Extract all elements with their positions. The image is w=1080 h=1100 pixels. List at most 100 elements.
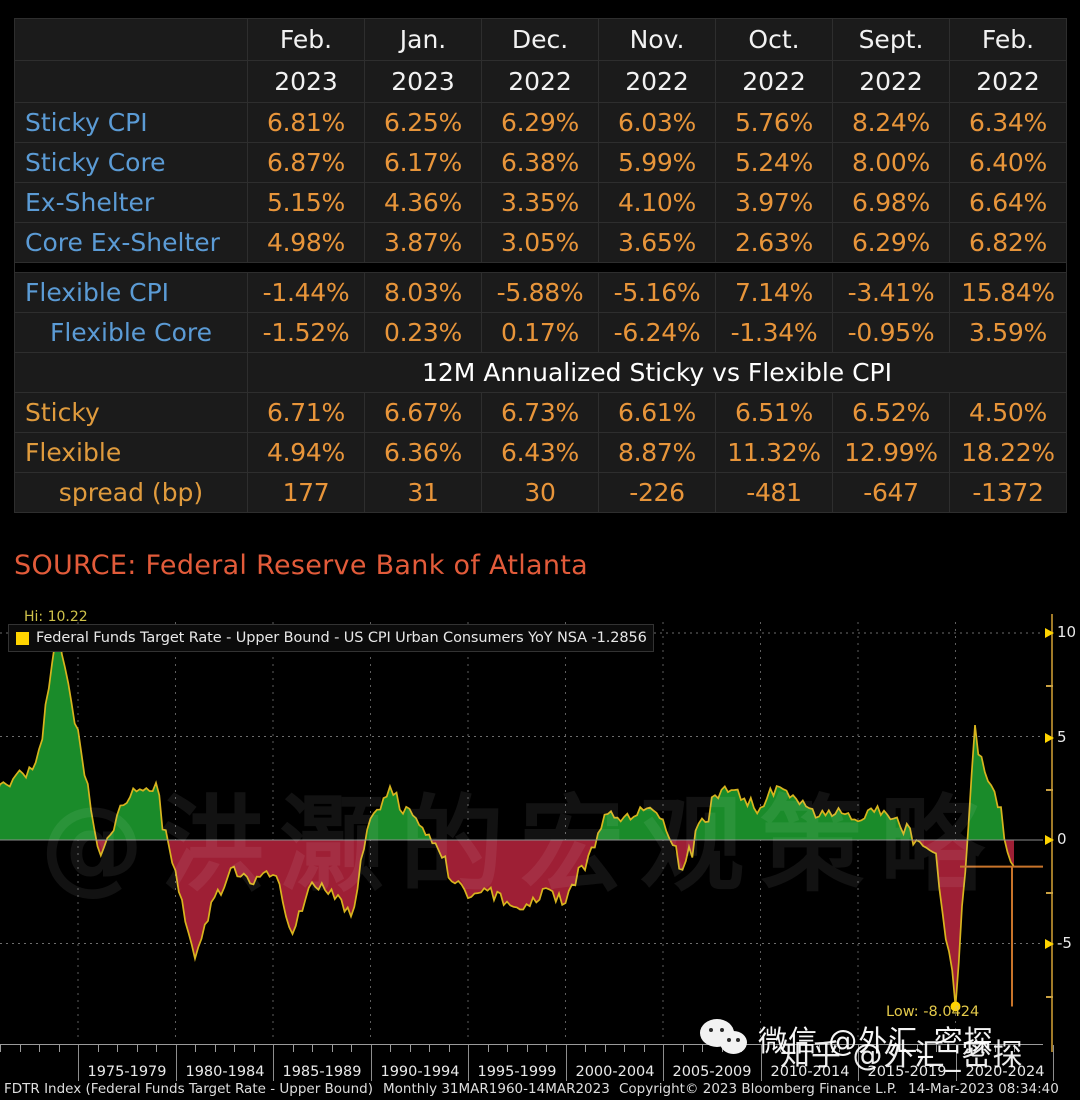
cell-flexible-cpi-5: -3.41%: [832, 272, 950, 313]
cell-sticky-cpi-1: 6.25%: [364, 102, 482, 143]
x-axis-tick-label: 2020-2024: [965, 1064, 1045, 1080]
x-axis-minor-tick: [585, 1045, 586, 1052]
x-axis-tick-label: 1975-1979: [87, 1064, 167, 1080]
cell-flexible-core-4: -1.34%: [715, 312, 833, 353]
cell-ex-shelter-3: 4.10%: [598, 182, 716, 223]
x-axis-minor-tick: [20, 1045, 21, 1052]
cell-sticky-cpi-4: 5.76%: [715, 102, 833, 143]
cell-flexible-cpi-4: 7.14%: [715, 272, 833, 313]
col-month-3: Nov.: [598, 18, 716, 61]
table-section-header-row: 12M Annualized Sticky vs Flexible CPI: [14, 352, 1067, 393]
cell-spread-0: 177: [247, 472, 365, 513]
x-axis-minor-tick: [0, 1045, 1, 1052]
chart-legend[interactable]: Federal Funds Target Rate - Upper Bound …: [8, 624, 654, 652]
header-corner-cell: [14, 18, 248, 61]
x-axis-minor-tick: [195, 1045, 196, 1052]
y-axis-tick-arrow-icon: [1045, 939, 1054, 949]
table-row: Sticky CPI 6.81% 6.25% 6.29% 6.03% 5.76%…: [14, 102, 1067, 143]
chart-high-annotation: Hi: 10.22: [24, 609, 88, 625]
x-axis-minor-tick: [351, 1045, 352, 1052]
cell-flexible-cpi-1: 8.03%: [364, 272, 482, 313]
x-axis-tick-label: 1995-1999: [477, 1064, 557, 1080]
row-label-flexible-cpi: Flexible CPI: [14, 272, 248, 313]
col-month-2: Dec.: [481, 18, 599, 61]
row-label-spread-bp: spread (bp): [14, 472, 248, 513]
section-blank-cell: [14, 352, 248, 393]
cell-sticky-cpi-2: 6.29%: [481, 102, 599, 143]
x-axis-major-divider: [78, 1045, 79, 1081]
x-axis-minor-tick: [98, 1045, 99, 1052]
table-header-month-row: Feb. Jan. Dec. Nov. Oct. Sept. Feb.: [14, 18, 1067, 61]
table-row: spread (bp) 177 31 30 -226 -481 -647 -13…: [14, 472, 1067, 513]
table-row: Flexible 4.94% 6.36% 6.43% 8.87% 11.32% …: [14, 432, 1067, 473]
header-corner-cell-2: [14, 60, 248, 103]
y-axis-minor-tick: [1046, 685, 1053, 687]
x-axis-minor-tick: [254, 1045, 255, 1052]
cell-spread-4: -481: [715, 472, 833, 513]
x-axis-minor-tick: [741, 1045, 742, 1052]
col-year-0: 2023: [247, 60, 365, 103]
cell-flexible-core-1: 0.23%: [364, 312, 482, 353]
x-axis-minor-tick: [234, 1045, 235, 1052]
x-axis-minor-tick: [293, 1045, 294, 1052]
x-axis-minor-tick: [839, 1045, 840, 1052]
x-axis-minor-tick: [780, 1045, 781, 1052]
cell-flexible-cpi-6: 15.84%: [949, 272, 1067, 313]
x-axis-minor-tick: [39, 1045, 40, 1052]
x-axis-minor-tick: [644, 1045, 645, 1052]
x-axis-minor-tick: [332, 1045, 333, 1052]
y-axis-tick-arrow-icon: [1045, 628, 1054, 638]
y-axis-minor-tick: [1046, 996, 1053, 998]
chart-plot-area[interactable]: [0, 622, 1043, 1040]
x-axis-minor-tick: [605, 1045, 606, 1052]
x-axis-minor-tick: [117, 1045, 118, 1052]
cell-flexible-core-6: 3.59%: [949, 312, 1067, 353]
cell-ann-flexible-0: 4.94%: [247, 432, 365, 473]
x-axis-major-divider: [566, 1045, 567, 1081]
x-axis-minor-tick: [722, 1045, 723, 1052]
x-axis-major-divider: [956, 1045, 957, 1081]
cell-sticky-cpi-5: 8.24%: [832, 102, 950, 143]
table-spacer-row: [14, 262, 1067, 273]
row-label-ex-shelter: Ex-Shelter: [14, 182, 248, 223]
x-axis-minor-tick: [390, 1045, 391, 1052]
x-axis-tick-label: 1990-1994: [380, 1064, 460, 1080]
col-year-1: 2023: [364, 60, 482, 103]
cell-sticky-core-1: 6.17%: [364, 142, 482, 183]
x-axis-major-divider: [468, 1045, 469, 1081]
cell-sticky-core-3: 5.99%: [598, 142, 716, 183]
cell-sticky-cpi-3: 6.03%: [598, 102, 716, 143]
cell-flexible-cpi-3: -5.16%: [598, 272, 716, 313]
cell-flexible-core-5: -0.95%: [832, 312, 950, 353]
y-axis-minor-tick: [1046, 789, 1053, 791]
legend-label: Federal Funds Target Rate - Upper Bound …: [36, 630, 647, 646]
col-year-3: 2022: [598, 60, 716, 103]
x-axis-major-divider: [761, 1045, 762, 1081]
x-axis-minor-tick: [449, 1045, 450, 1052]
cell-ann-sticky-5: 6.52%: [832, 392, 950, 433]
x-axis-major-divider: [176, 1045, 177, 1081]
x-axis-minor-tick: [878, 1045, 879, 1052]
x-axis-minor-tick: [546, 1045, 547, 1052]
x-axis-tick-label: 2000-2004: [575, 1064, 655, 1080]
x-axis-major-divider: [858, 1045, 859, 1081]
x-axis-line: [0, 1044, 1043, 1045]
chart-positive-area: [0, 628, 1014, 840]
x-axis-minor-tick: [702, 1045, 703, 1052]
footer-timestamp: 14-Mar-2023 08:34:40: [908, 1081, 1059, 1097]
legend-color-swatch-icon: [16, 631, 29, 645]
x-axis-major-divider: [273, 1045, 274, 1081]
cell-core-ex-shelter-1: 3.87%: [364, 222, 482, 263]
y-axis-tick-label: 10: [1057, 623, 1077, 641]
x-axis-minor-tick: [897, 1045, 898, 1052]
x-axis-tick-label: 1985-1989: [282, 1064, 362, 1080]
x-axis-minor-tick: [527, 1045, 528, 1052]
chart-x-axis: 1975-1979 1980-1984 1985-1989 1990-1994 1995…: [0, 1040, 1080, 1100]
cell-core-ex-shelter-0: 4.98%: [247, 222, 365, 263]
cell-ann-sticky-2: 6.73%: [481, 392, 599, 433]
table-row: Sticky 6.71% 6.67% 6.73% 6.61% 6.51% 6.5…: [14, 392, 1067, 433]
x-axis-minor-tick: [1014, 1045, 1015, 1052]
table-row: Flexible Core -1.52% 0.23% 0.17% -6.24% …: [14, 312, 1067, 353]
table-row: Core Ex-Shelter 4.98% 3.87% 3.05% 3.65% …: [14, 222, 1067, 263]
y-axis-tick-label: -5: [1057, 934, 1072, 952]
